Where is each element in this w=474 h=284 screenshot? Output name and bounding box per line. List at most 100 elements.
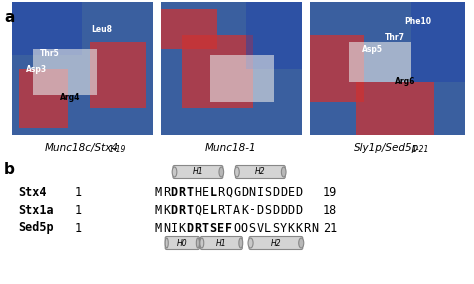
Text: S: S: [264, 204, 271, 216]
Text: G: G: [233, 185, 240, 199]
Text: S: S: [210, 222, 217, 235]
Text: 19: 19: [323, 185, 337, 199]
Text: -: -: [248, 204, 256, 216]
Text: T: T: [202, 222, 209, 235]
Text: D: D: [280, 204, 287, 216]
Text: 21: 21: [323, 222, 337, 235]
FancyBboxPatch shape: [249, 237, 303, 250]
Text: D: D: [280, 185, 287, 199]
Text: Y: Y: [280, 222, 287, 235]
Text: Asp5: Asp5: [362, 45, 383, 55]
Text: Thr5: Thr5: [40, 49, 60, 59]
Text: H: H: [194, 185, 201, 199]
Text: E: E: [202, 204, 209, 216]
Ellipse shape: [299, 238, 304, 248]
Text: R: R: [178, 185, 185, 199]
FancyBboxPatch shape: [236, 166, 285, 179]
Text: S: S: [248, 222, 256, 235]
Ellipse shape: [239, 238, 243, 248]
Ellipse shape: [282, 167, 286, 177]
Text: 18: 18: [323, 204, 337, 216]
Text: T: T: [186, 204, 193, 216]
Text: O: O: [241, 222, 248, 235]
Bar: [182, 35, 253, 108]
Ellipse shape: [219, 167, 224, 177]
Text: Sed5p: Sed5p: [18, 222, 54, 235]
Text: H1: H1: [192, 168, 203, 176]
Bar: [356, 82, 434, 135]
Text: K: K: [163, 204, 170, 216]
Text: R: R: [163, 185, 170, 199]
Text: V: V: [256, 222, 264, 235]
Ellipse shape: [200, 238, 204, 248]
Text: 1: 1: [75, 204, 82, 216]
Text: L: L: [264, 222, 271, 235]
Text: D: D: [272, 204, 279, 216]
Bar: [246, 2, 302, 68]
Text: a: a: [4, 10, 14, 25]
Text: D: D: [272, 185, 279, 199]
Ellipse shape: [172, 167, 177, 177]
Text: K: K: [288, 222, 295, 235]
Text: 1: 1: [75, 185, 82, 199]
Text: D: D: [171, 185, 178, 199]
Text: H0: H0: [177, 239, 188, 247]
Text: R: R: [194, 222, 201, 235]
Text: R: R: [303, 222, 310, 235]
Text: H1: H1: [216, 239, 227, 247]
Text: T: T: [225, 204, 232, 216]
Text: E: E: [288, 185, 295, 199]
Text: L: L: [210, 185, 217, 199]
Text: 1: 1: [75, 222, 82, 235]
Text: K: K: [178, 222, 185, 235]
Bar: [310, 2, 465, 135]
Bar: [19, 68, 68, 128]
Text: Leu8: Leu8: [91, 26, 112, 34]
Text: I: I: [171, 222, 178, 235]
Text: Asp3: Asp3: [27, 66, 47, 74]
Text: D: D: [256, 204, 264, 216]
Ellipse shape: [248, 238, 253, 248]
Text: K: K: [295, 222, 302, 235]
Text: N: N: [163, 222, 170, 235]
Text: M: M: [155, 222, 162, 235]
Text: D: D: [186, 222, 193, 235]
Text: M: M: [155, 204, 162, 216]
Bar: [161, 9, 218, 49]
Text: Q: Q: [194, 204, 201, 216]
Text: N: N: [248, 185, 256, 199]
Text: D: D: [295, 185, 302, 199]
Text: Arg6: Arg6: [395, 78, 415, 87]
Bar: [90, 42, 146, 108]
Bar: [310, 35, 364, 102]
Text: E: E: [218, 222, 225, 235]
Text: F: F: [225, 222, 232, 235]
Text: b: b: [4, 162, 15, 177]
Text: S: S: [272, 222, 279, 235]
FancyBboxPatch shape: [201, 237, 242, 250]
Bar: [12, 2, 153, 135]
Text: D: D: [295, 204, 302, 216]
FancyBboxPatch shape: [165, 237, 200, 250]
Bar: [12, 2, 82, 55]
Ellipse shape: [165, 238, 168, 248]
Bar: [210, 55, 274, 102]
Text: Stx4: Stx4: [18, 185, 46, 199]
Text: R: R: [178, 204, 185, 216]
Bar: [161, 2, 302, 135]
Text: 1-21: 1-21: [411, 145, 428, 154]
Text: L: L: [210, 204, 217, 216]
Text: Munc18c/Stx4: Munc18c/Stx4: [45, 143, 119, 153]
Text: T: T: [186, 185, 193, 199]
Text: D: D: [288, 204, 295, 216]
Ellipse shape: [235, 167, 239, 177]
Bar: [33, 49, 97, 95]
Text: D: D: [241, 185, 248, 199]
Text: N: N: [311, 222, 318, 235]
Text: O: O: [233, 222, 240, 235]
Text: 1-19: 1-19: [109, 145, 126, 154]
Text: Thr7: Thr7: [385, 32, 405, 41]
Text: Munc18-1: Munc18-1: [205, 143, 257, 153]
Text: E: E: [202, 185, 209, 199]
Text: A: A: [233, 204, 240, 216]
